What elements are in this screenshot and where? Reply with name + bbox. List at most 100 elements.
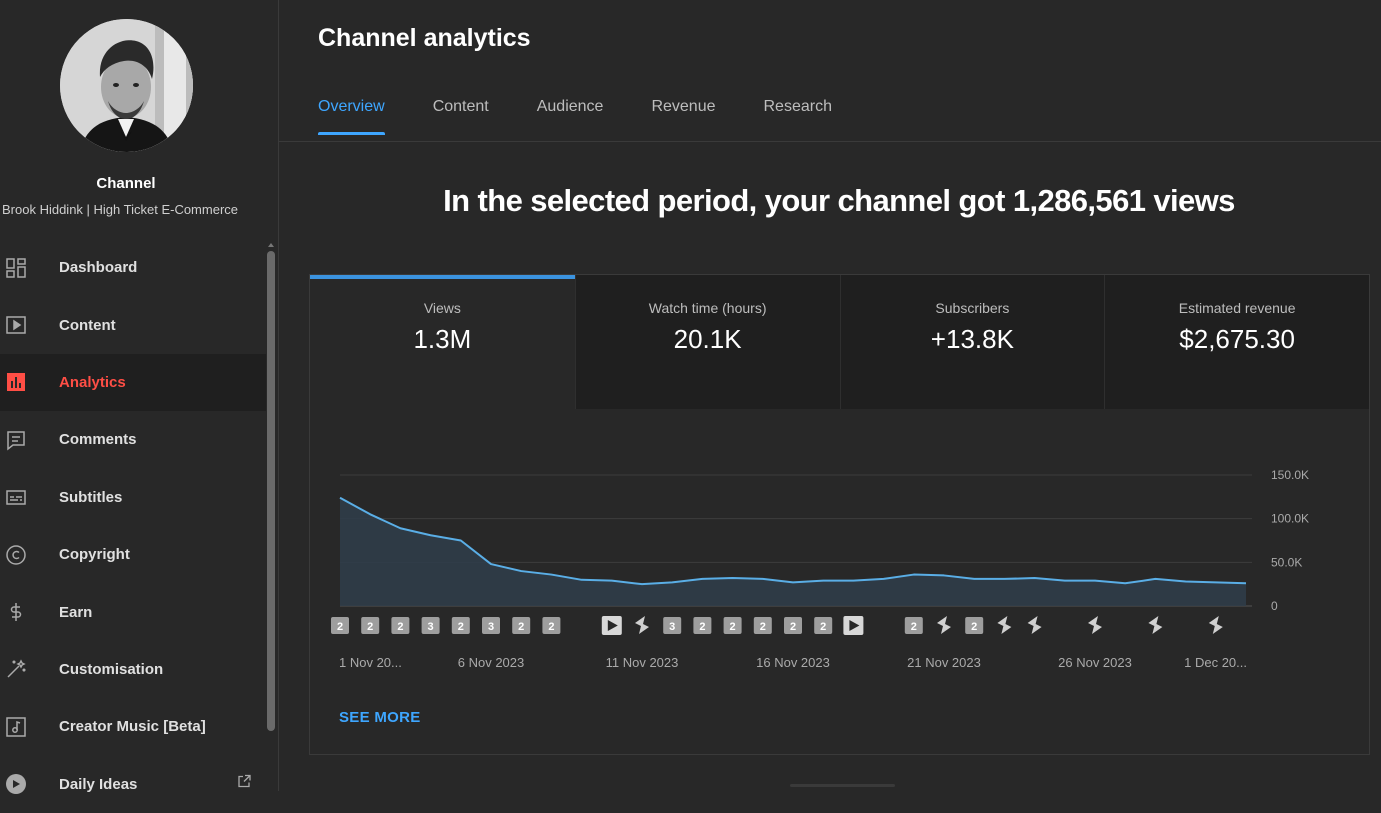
metric-estimated-revenue[interactable]: Estimated revenue $2,675.30 [1104,275,1369,409]
upload-count-label: 3 [428,621,434,633]
x-tick-label: 6 Nov 2023 [458,655,525,670]
tab-audience[interactable]: Audience [536,98,604,115]
upload-count-marker [421,617,440,634]
upload-count-marker [814,617,833,634]
play-icon [849,620,860,631]
upload-count-label: 3 [669,621,675,633]
metric-value: +13.8K [930,324,1014,354]
copyright-icon [4,543,28,567]
upload-count-marker [663,617,682,634]
y-tick-label: 100.0K [1271,512,1309,526]
earn-icon [4,600,28,624]
upload-count-marker [965,617,984,634]
sidebar-item-label: Comments [59,431,137,449]
upload-count-marker [391,617,410,634]
shorts-marker-icon [1208,616,1223,634]
sidebar-scrollbar[interactable] [267,251,275,731]
sidebar-item-comments[interactable]: Comments [0,411,266,468]
x-tick-label: 26 Nov 2023 [1058,655,1132,670]
sidebar-item-copyright[interactable]: Copyright [0,526,266,583]
subtitles-icon [4,485,28,509]
x-tick-label: 1 Nov 20... [339,655,402,670]
tab-research[interactable]: Research [763,98,832,115]
shorts-marker-icon [937,616,951,634]
x-tick-label: 11 Nov 2023 [606,655,679,670]
upload-count-label: 2 [397,621,403,633]
x-tick-label: 16 Nov 2023 [756,655,830,670]
tab-content[interactable]: Content [432,98,489,115]
y-tick-label: 50.0K [1271,555,1302,569]
scroll-up-arrow[interactable] [268,243,274,247]
sidebar-item-label: Customisation [59,660,164,678]
tab-overview[interactable]: Overview [318,98,385,135]
metric-subscribers[interactable]: Subscribers +13.8K [839,275,1105,409]
metric-value: 1.3M [413,324,472,354]
sidebar-item-customisation[interactable]: Customisation [0,641,266,698]
channel-avatar[interactable] [60,19,193,152]
sidebar-item-content[interactable]: Content [0,296,266,353]
comments-icon [4,428,28,452]
upload-count-label: 2 [699,621,705,633]
play-icon [607,620,618,631]
sidebar-item-creator-music[interactable]: Creator Music [Beta] [0,698,266,755]
upload-count-marker [693,617,712,634]
sidebar: Channel Brook Hiddink | High Ticket E-Co… [0,0,279,795]
shorts-marker-icon [1148,616,1163,634]
tab-revenue[interactable]: Revenue [651,98,716,115]
sidebar-nav: Dashboard Content Analytics Comments Sub… [0,239,266,813]
upload-count-label: 2 [730,621,736,633]
sidebar-item-label: Copyright [59,546,130,564]
y-tick-label: 150.0K [1271,468,1309,482]
sidebar-item-daily-ideas[interactable]: Daily Ideas [0,756,266,813]
upload-count-label: 2 [518,621,524,633]
upload-count-marker [361,617,380,634]
upload-count-label: 2 [337,621,343,633]
upload-count-label: 2 [820,621,826,633]
shorts-marker-icon [997,616,1012,634]
upload-count-marker [482,617,500,634]
upload-count-marker [784,617,802,634]
creator-music-icon [4,715,28,739]
metric-watch-time[interactable]: Watch time (hours) 20.1K [574,275,840,409]
upload-count-marker [723,617,742,634]
x-tick-label: 1 Dec 20... [1184,655,1247,670]
upload-count-marker [542,617,561,634]
sidebar-item-label: Earn [59,603,93,621]
upload-count-label: 3 [488,621,494,633]
shorts-marker-icon [1027,616,1042,634]
channel-title: Channel [96,175,156,192]
upload-count-marker [451,617,470,634]
tab-bar: Overview Content Audience Revenue Resear… [318,98,880,135]
upload-count-label: 2 [971,621,977,633]
x-tick-label: 21 Nov 2023 [907,655,981,670]
metric-tabs: Views 1.3M Watch time (hours) 20.1K Subs… [310,275,1369,409]
metric-views[interactable]: Views 1.3M [310,275,575,409]
page-title: Channel analytics [318,24,531,52]
period-headline: In the selected period, your channel got… [443,183,1235,218]
metric-label: Watch time (hours) [648,300,767,316]
upload-count-label: 2 [367,621,373,633]
shorts-marker-icon [1088,616,1102,634]
see-more-button[interactable]: SEE MORE [339,709,421,726]
metric-label: Estimated revenue [1178,300,1296,316]
views-line [339,496,1247,586]
customisation-icon [4,657,28,681]
upload-count-marker [331,617,349,634]
metric-value: $2,675.30 [1179,324,1295,354]
shorts-marker-icon [635,616,649,634]
metric-value: 20.1K [673,324,742,354]
upload-count-label: 2 [911,621,917,633]
upload-count-marker [512,617,531,634]
sidebar-item-analytics[interactable]: Analytics [0,353,266,412]
sidebar-item-label: Daily Ideas [59,775,138,793]
sidebar-item-subtitles[interactable]: Subtitles [0,469,266,526]
upload-count-marker [904,617,923,634]
y-tick-label: 0 [1271,599,1278,613]
sidebar-item-dashboard[interactable]: Dashboard [0,239,266,296]
overview-card: Views 1.3M Watch time (hours) 20.1K Subs… [309,274,1370,755]
analytics-icon [4,370,28,394]
sidebar-item-label: Analytics [59,373,126,391]
sidebar-item-earn[interactable]: Earn [0,583,266,640]
tabs-divider [278,141,1381,142]
